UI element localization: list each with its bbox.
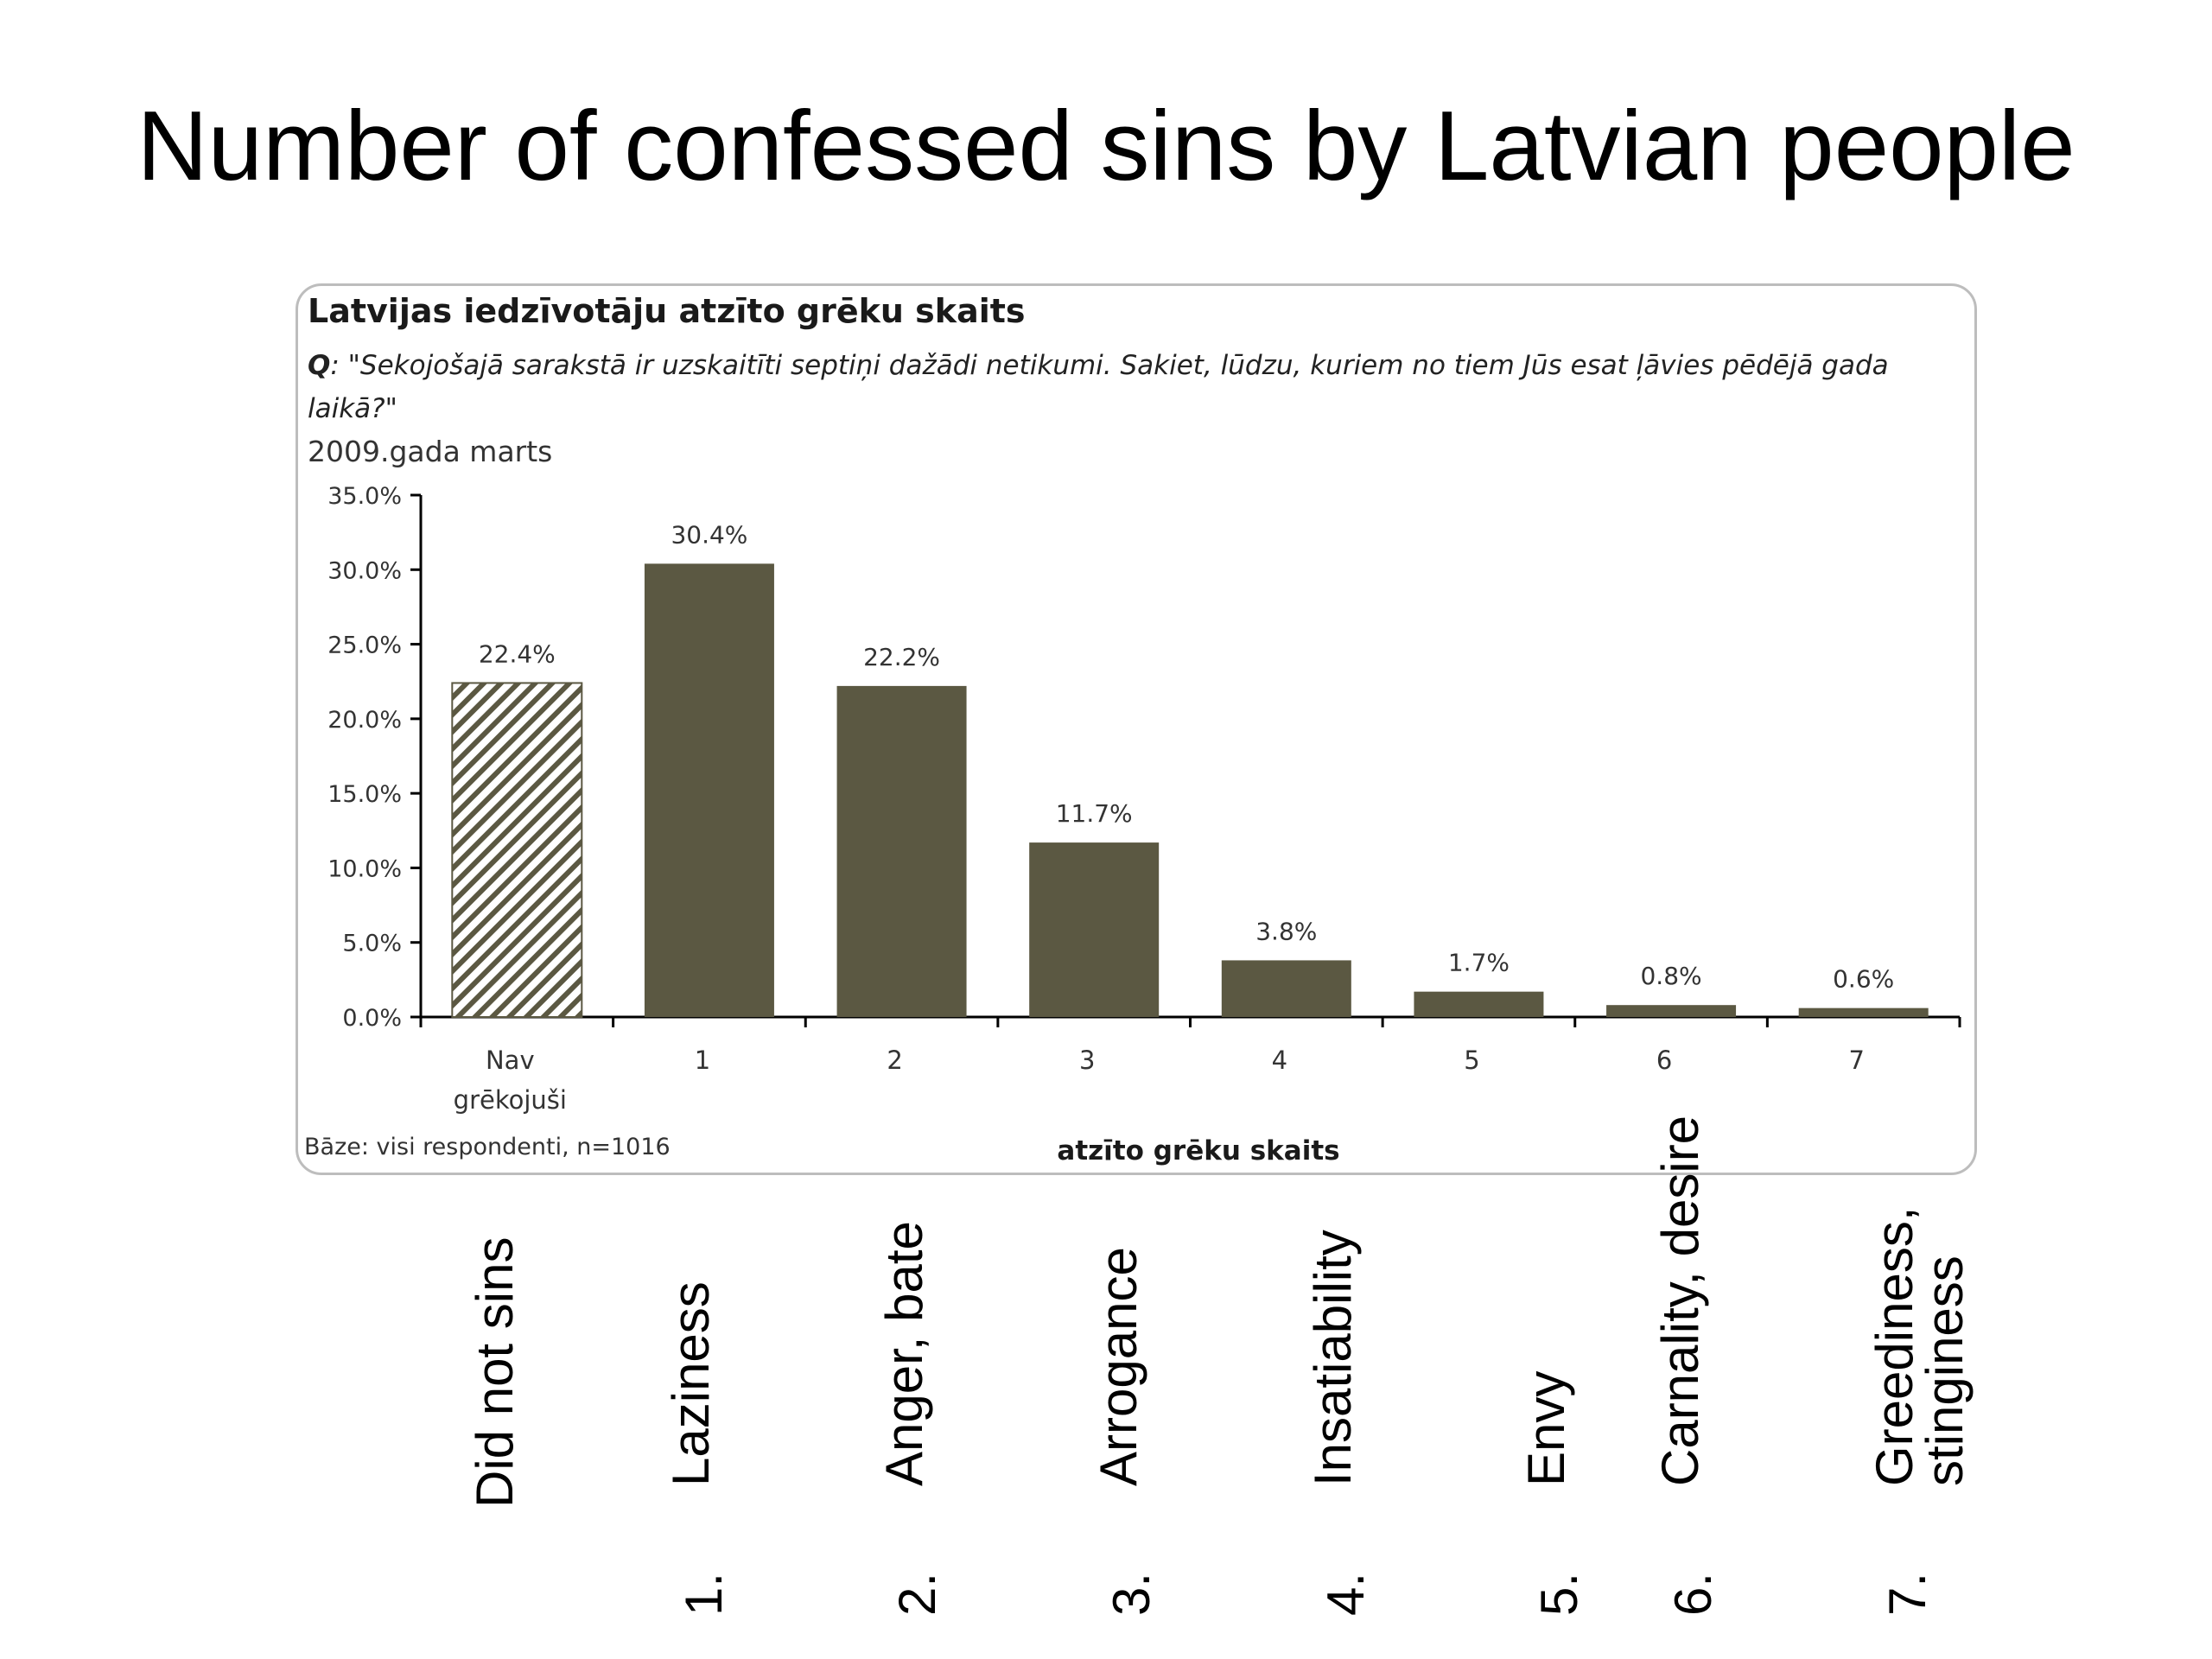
chart-date: 2009.gada marts (308, 435, 553, 468)
bar (1221, 960, 1351, 1017)
english-category-number: 3. (1103, 1572, 1160, 1616)
english-category-label: Laziness (662, 1281, 720, 1486)
english-category-label: Did not sins (466, 1236, 524, 1508)
chart-title: Latvijas iedzīvotāju atzīto grēku skaits (308, 292, 1026, 330)
bar (451, 682, 583, 1018)
english-category-label: Insatiability (1304, 1230, 1362, 1486)
data-label: 30.4% (671, 520, 747, 549)
english-category-label: Arrogance (1090, 1247, 1147, 1486)
english-category-label: Carnality, desire (1651, 1115, 1709, 1486)
x-tick-label: 6 (1656, 1046, 1672, 1075)
bar (1798, 1007, 1929, 1017)
y-tick-label: 10.0% (327, 855, 402, 882)
data-label: 0.8% (1640, 962, 1701, 990)
x-tick-label: 5 (1464, 1046, 1479, 1075)
english-category-label: Anger, bate (875, 1221, 933, 1486)
bar (836, 685, 967, 1017)
x-tick-label: grēkojuši (454, 1085, 567, 1115)
x-tick-label: 2 (887, 1046, 902, 1075)
bar (644, 563, 774, 1017)
english-category-number: 6. (1664, 1572, 1722, 1616)
y-tick-label: 20.0% (327, 707, 402, 734)
slide-title: Number of confessed sins by Latvian peop… (137, 92, 2075, 201)
english-category-number: 4. (1317, 1572, 1375, 1616)
chart-base-note: Bāze: visi respondenti, n=1016 (304, 1134, 671, 1160)
data-label: 1.7% (1448, 949, 1510, 977)
english-category-label: stinginess (1916, 1255, 1974, 1486)
y-tick-label: 25.0% (327, 632, 402, 659)
english-category-number: 2. (888, 1572, 946, 1616)
x-tick-label: 4 (1272, 1046, 1287, 1075)
plot-area: 0.0%5.0%10.0%15.0%20.0%25.0%30.0%35.0%22… (327, 483, 1961, 1166)
x-tick-label: 7 (1848, 1046, 1864, 1075)
data-label: 11.7% (1056, 799, 1133, 828)
data-label: 0.6% (1833, 965, 1894, 994)
bar (1029, 842, 1160, 1017)
data-label: 3.8% (1255, 917, 1317, 945)
y-tick-label: 30.0% (327, 557, 402, 584)
x-tick-label: 3 (1079, 1046, 1095, 1075)
x-tick-label: 1 (695, 1046, 710, 1075)
bar (1414, 991, 1544, 1017)
english-category-number: 7. (1878, 1572, 1936, 1616)
question-text: : "Sekojošajā sarakstā ir uzskaitīti sep… (308, 350, 1889, 424)
data-label: 22.4% (479, 639, 556, 668)
question-prefix: Q (308, 350, 331, 381)
english-category-label: Greediness, (1866, 1206, 1923, 1487)
y-tick-label: 15.0% (327, 781, 402, 808)
chart-question: Q: "Sekojošajā sarakstā ir uzskaitīti se… (308, 344, 1897, 430)
y-tick-label: 0.0% (342, 1005, 402, 1032)
english-category-number: 1. (675, 1572, 733, 1616)
bar (1606, 1005, 1737, 1017)
y-tick-label: 35.0% (327, 483, 402, 510)
x-tick-label: Nav (486, 1046, 535, 1075)
x-axis-label: atzīto grēku skaits (1057, 1135, 1339, 1166)
data-label: 22.2% (863, 643, 940, 671)
english-category-label: Envy (1517, 1370, 1575, 1486)
english-category-number: 5. (1530, 1572, 1588, 1616)
y-tick-label: 5.0% (342, 931, 402, 957)
